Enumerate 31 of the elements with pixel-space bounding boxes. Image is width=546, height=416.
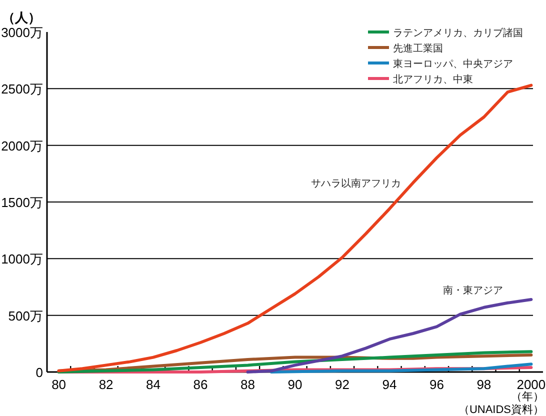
legend-label: 東ヨーロッパ、中央アジア	[393, 58, 513, 70]
series-label: サハラ以南アフリカ	[311, 178, 402, 190]
line-series	[57, 350, 533, 374]
x-tick-label: 88	[240, 377, 255, 392]
x-tick-label: 82	[98, 377, 114, 392]
legend-label: 先進工業国	[393, 42, 443, 54]
line-series	[270, 362, 533, 374]
y-tick-label: 500万	[8, 308, 43, 324]
x-tick-label: 90	[288, 377, 302, 392]
line-series	[57, 84, 533, 372]
x-tick-label: 80	[52, 377, 66, 392]
x-tick-label: 92	[335, 377, 350, 392]
x-tick-label: 84	[146, 377, 161, 392]
x-tick-label: 98	[476, 377, 492, 392]
series-label: 南・東アジア	[443, 284, 504, 296]
x-axis-title: （年）	[511, 391, 544, 403]
legend-label: 北アフリカ、中東	[393, 74, 473, 86]
x-tick-label: 86	[193, 377, 208, 392]
y-tick-label: 1000万	[1, 252, 43, 267]
y-tick-label: 0	[36, 365, 43, 380]
x-tick-label: 2000	[516, 377, 546, 392]
x-tick-label: 94	[382, 377, 397, 392]
y-tick-label: 3000万	[1, 25, 43, 40]
line-series	[246, 298, 533, 374]
y-tick-label: 1500万	[1, 195, 43, 210]
y-axis-title: （人）	[2, 10, 41, 25]
text: （UNAIDS資料）	[458, 403, 544, 416]
y-tick-label: 2500万	[1, 82, 43, 97]
y-tick-label: 2000万	[1, 138, 43, 154]
x-tick-label: 96	[429, 377, 444, 392]
legend-label: ラテンアメリカ、カリブ諸国	[393, 27, 523, 39]
